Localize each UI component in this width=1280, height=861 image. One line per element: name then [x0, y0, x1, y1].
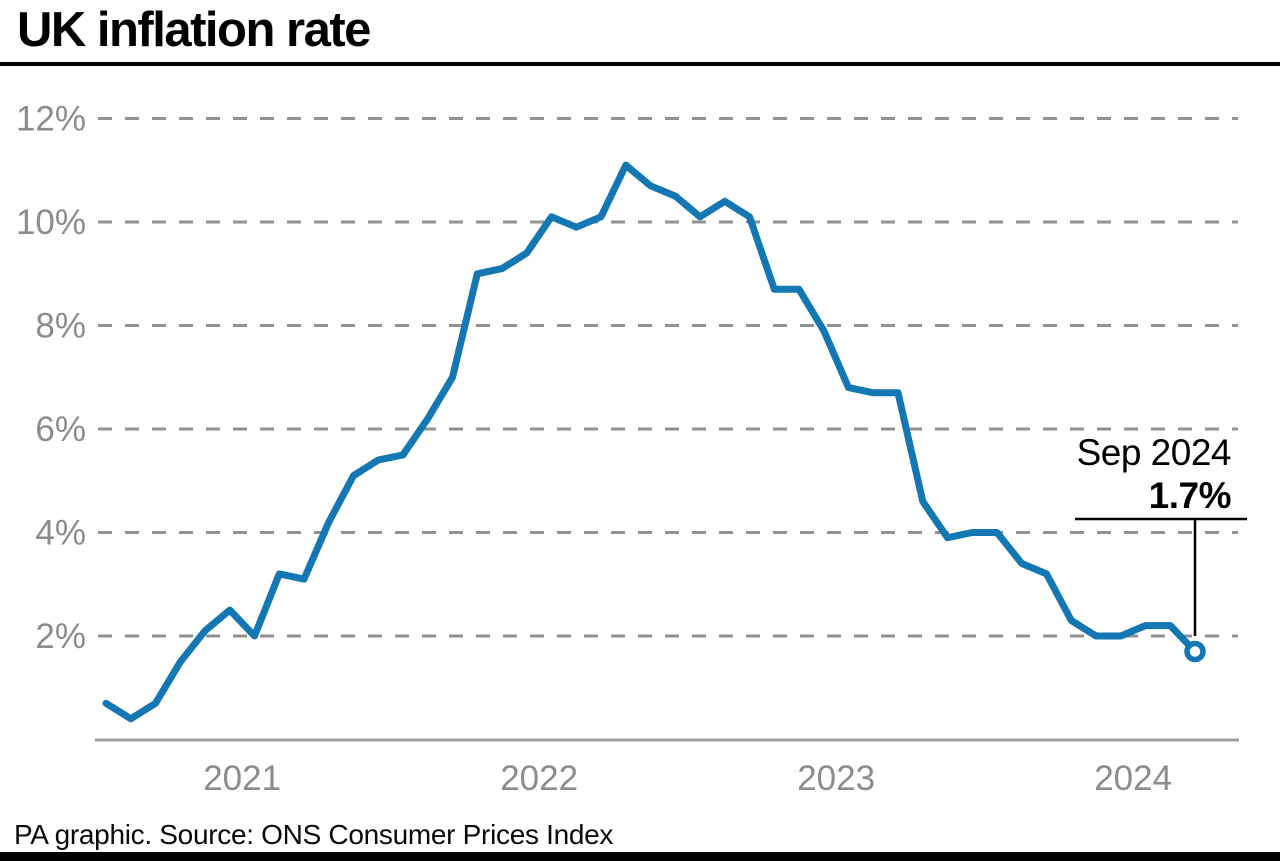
annotation-date-label: Sep 2024	[1076, 432, 1232, 473]
x-tick-label: 2024	[1094, 759, 1172, 798]
x-tick-label: 2021	[203, 759, 281, 798]
source-note: PA graphic. Source: ONS Consumer Prices …	[14, 819, 614, 850]
y-tick-label: 4%	[35, 514, 86, 553]
title-rule	[0, 62, 1280, 66]
latest-point-annotation: Sep 2024 1.7%	[1076, 432, 1232, 518]
x-tick-label: 2023	[797, 759, 875, 798]
bottom-bar	[0, 852, 1280, 861]
y-tick-label: 6%	[35, 410, 86, 449]
y-tick-label: 2%	[35, 617, 86, 656]
page-title: UK inflation rate	[17, 3, 371, 57]
annotation-value-label: 1.7%	[1148, 475, 1232, 516]
latest-point-marker	[1184, 640, 1206, 663]
y-tick-label: 12%	[16, 100, 86, 139]
y-tick-label: 10%	[16, 203, 86, 242]
x-tick-label: 2022	[500, 759, 578, 798]
y-tick-label: 8%	[35, 307, 86, 346]
inflation-line	[102, 161, 1199, 723]
